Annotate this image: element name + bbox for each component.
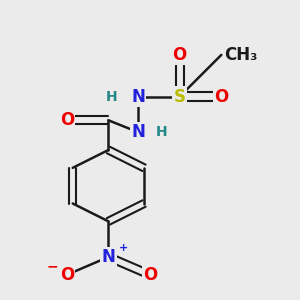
Text: S: S <box>174 88 186 106</box>
Text: N: N <box>101 248 115 266</box>
Text: H: H <box>106 89 117 103</box>
Text: +: + <box>118 243 128 253</box>
Text: O: O <box>60 266 74 284</box>
Text: CH₃: CH₃ <box>224 46 258 64</box>
Text: O: O <box>172 46 187 64</box>
Text: O: O <box>143 266 157 284</box>
Text: O: O <box>60 111 74 129</box>
Text: −: − <box>46 259 58 273</box>
Text: N: N <box>131 123 145 141</box>
Text: H: H <box>156 125 168 139</box>
Text: N: N <box>131 88 145 106</box>
Text: O: O <box>214 88 229 106</box>
